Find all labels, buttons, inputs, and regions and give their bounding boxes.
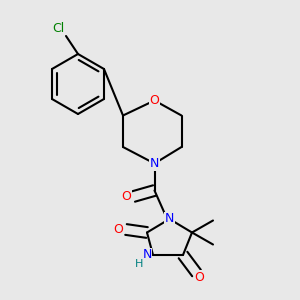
Text: H: H (135, 259, 144, 269)
Text: N: N (165, 212, 174, 226)
Text: O: O (114, 223, 123, 236)
Text: Cl: Cl (52, 22, 64, 35)
Text: N: N (150, 157, 159, 170)
Text: N: N (142, 248, 152, 262)
Text: O: O (150, 94, 159, 107)
Text: O: O (121, 190, 131, 203)
Text: O: O (195, 271, 204, 284)
